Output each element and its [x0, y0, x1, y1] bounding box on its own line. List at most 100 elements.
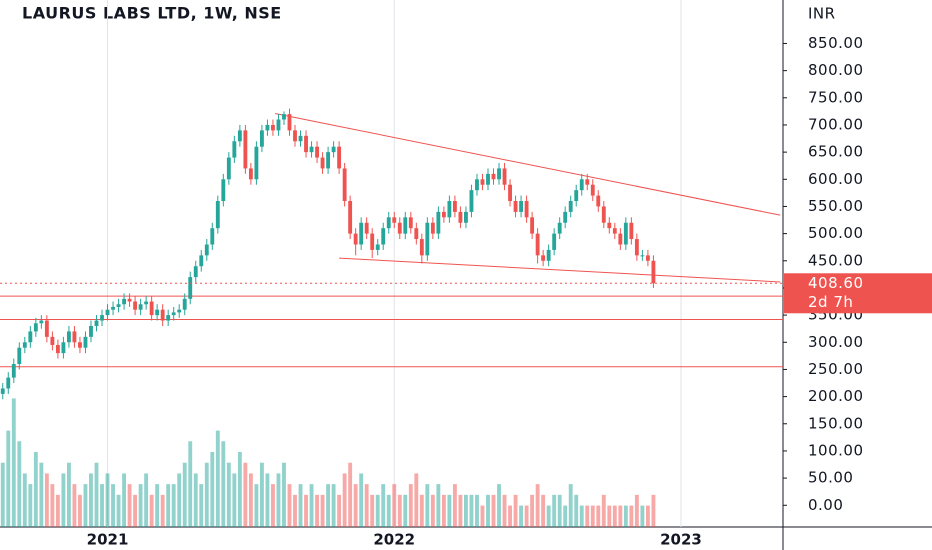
candle-body — [17, 347, 22, 365]
candle-body — [403, 217, 408, 234]
volume-bar — [105, 473, 110, 527]
volume-bar — [386, 494, 391, 527]
candle-body — [370, 233, 375, 250]
volume-bar — [298, 484, 303, 527]
candle-body — [199, 255, 204, 267]
candle-body — [640, 255, 645, 257]
volume-bar — [397, 494, 402, 527]
candle-body — [204, 244, 209, 256]
x-tick-label: 2022 — [373, 531, 415, 549]
volume-bar — [364, 484, 369, 527]
volume-bar — [293, 494, 297, 527]
volume-bar — [33, 452, 38, 527]
volume-bar — [381, 484, 386, 527]
candle-body — [265, 124, 270, 131]
candle-body — [579, 179, 584, 191]
y-tick-label: 150.00 — [808, 414, 864, 432]
y-tick-label: 250.00 — [808, 360, 864, 378]
volume-bar — [155, 484, 160, 527]
volume-bar — [530, 494, 535, 527]
volume-bar — [83, 484, 88, 527]
volume-bar — [287, 484, 292, 527]
volume-bar — [309, 484, 314, 527]
volume-bar — [326, 484, 331, 527]
volume-bar — [524, 505, 529, 527]
volume-bar — [447, 494, 452, 527]
volume-bar — [480, 505, 485, 527]
candle-body — [513, 201, 518, 212]
candle-body — [215, 201, 220, 229]
volume-bar — [259, 462, 264, 527]
volume-bar — [55, 494, 60, 527]
volume-bar — [441, 494, 446, 527]
volume-bar — [171, 484, 176, 527]
volume-bar — [640, 505, 645, 527]
volume-bar — [337, 494, 342, 527]
countdown-label: 2d 7h — [808, 293, 853, 311]
candle-body — [574, 190, 579, 202]
candle-body — [320, 157, 325, 169]
volume-bar — [563, 505, 568, 527]
candle-body — [530, 217, 535, 234]
volume-bar — [254, 484, 259, 527]
volume-bar — [375, 494, 380, 527]
candle-body — [171, 312, 176, 316]
volume-bar — [618, 505, 623, 527]
candle-body — [651, 260, 656, 284]
volume-bar — [452, 484, 457, 527]
candle-body — [464, 211, 468, 223]
candle-body — [188, 277, 193, 299]
volume-bar — [436, 484, 441, 527]
candle-body — [601, 206, 606, 223]
candle-body — [133, 301, 138, 310]
volume-bar — [248, 473, 253, 527]
candle-body — [55, 344, 60, 354]
last-price-label: 408.60 — [808, 274, 864, 292]
volume-bar — [160, 494, 165, 527]
volume-bar — [408, 484, 413, 527]
candle-body — [326, 152, 331, 169]
volume-bar — [552, 494, 557, 527]
volume-bar — [66, 462, 71, 527]
candle-body — [596, 195, 601, 207]
candle-body — [232, 141, 237, 158]
candle-body — [127, 298, 132, 302]
candle-body — [469, 190, 474, 212]
volume-bar — [535, 484, 540, 527]
volume-bar — [188, 441, 193, 527]
candle-body — [568, 201, 573, 212]
candle-body — [66, 331, 71, 343]
y-tick-label: 500.00 — [808, 224, 864, 242]
candle-body — [541, 255, 546, 261]
y-tick-label: 300.00 — [808, 333, 864, 351]
candle-body — [634, 239, 639, 256]
candle-body — [436, 211, 441, 234]
volume-bar — [166, 484, 171, 527]
volume-bar — [634, 494, 639, 527]
y-tick-label: 750.00 — [808, 88, 864, 106]
volume-bar — [144, 473, 149, 527]
candle-body — [524, 201, 529, 218]
volume-bar — [11, 398, 16, 527]
candle-body — [166, 315, 171, 321]
volume-bar — [276, 473, 281, 527]
candle-body — [248, 168, 253, 180]
volume-bar — [232, 473, 237, 527]
candle-body — [552, 233, 557, 250]
volume-bar — [28, 484, 33, 527]
volume-bar — [508, 505, 512, 527]
y-tick-label: 200.00 — [808, 387, 864, 405]
candle-body — [33, 323, 38, 332]
volume-bar — [210, 452, 215, 527]
candle-body — [78, 342, 82, 348]
volume-bar — [271, 484, 275, 527]
volume-bar — [590, 505, 595, 527]
candle-body — [430, 222, 435, 234]
candle-body — [645, 255, 650, 261]
candle-body — [590, 184, 595, 196]
volume-bar — [22, 473, 27, 527]
candle-body — [497, 168, 501, 180]
candle-body — [629, 222, 634, 240]
volume-bar — [585, 505, 590, 527]
candle-body — [138, 304, 143, 310]
